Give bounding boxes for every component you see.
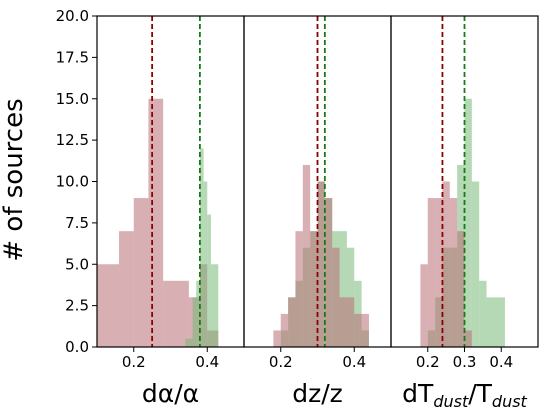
y-tick-label: 15.0: [56, 90, 89, 108]
y-tick-label: 17.5: [56, 48, 89, 66]
y-tick-label: 0.0: [65, 338, 89, 356]
x-axis-label-part: dα/α: [142, 379, 199, 408]
histogram-bar: [192, 297, 197, 347]
histogram-bar: [288, 297, 296, 347]
histogram-panels: 0.2 0.4dα/α0.2 0.4dz/z0.2 0.3 0.4dTdust/Tdus…: [96, 15, 539, 411]
x-tick-label: 0.3: [453, 353, 477, 371]
series-green: [185, 148, 219, 347]
y-axis-label: # of sources: [0, 98, 29, 261]
histogram-bar: [317, 181, 325, 347]
series-red: [273, 164, 369, 347]
y-tick-label: 5.0: [65, 255, 89, 273]
histogram-bar: [457, 231, 465, 347]
histogram-bar: [479, 280, 487, 347]
y-tick-label: 10.0: [56, 173, 89, 191]
histogram-bar: [295, 231, 303, 347]
y-tick-label: 20.0: [56, 7, 89, 25]
x-axis-label-part: dT: [402, 379, 434, 408]
histogram-bar: [210, 264, 219, 347]
histogram-bar: [449, 198, 458, 347]
histogram-bar: [163, 280, 189, 347]
histogram-bar: [97, 264, 120, 347]
histogram-bar: [346, 297, 355, 347]
histogram-bar: [273, 330, 281, 347]
histogram-bar: [361, 313, 369, 347]
histogram-bar: [148, 98, 164, 347]
x-axis-label-part: dust: [433, 392, 469, 411]
x-axis-label-part: dz/z: [292, 379, 343, 408]
x-axis-label-part: /T: [468, 379, 492, 408]
histogram-bar: [471, 181, 480, 347]
histogram-bar: [339, 297, 347, 347]
histogram-bar: [464, 330, 472, 347]
histogram-panel-2: 0.2 0.4 dz/z: [243, 15, 392, 408]
histogram-bar: [420, 264, 428, 347]
x-tick-label: 0.4: [489, 353, 513, 371]
histogram-bar: [199, 148, 204, 347]
x-tick-label: 0.2: [269, 353, 293, 371]
y-tick-label: 2.5: [65, 297, 89, 315]
histogram-bar: [354, 313, 362, 347]
y-tick-label: 7.5: [65, 214, 89, 232]
histogram-bar: [302, 164, 311, 347]
histogram-bar: [196, 280, 200, 347]
histogram-bar: [486, 297, 505, 347]
histogram-bar: [339, 231, 347, 347]
histogram-bar: [280, 313, 289, 347]
histogram-bar: [427, 198, 436, 347]
x-tick-label: 0.4: [342, 353, 366, 371]
y-tick-label: 12.5: [56, 131, 89, 149]
histogram-bar: [185, 338, 193, 347]
series-red: [97, 98, 219, 347]
histogram-bar: [310, 231, 318, 347]
y-tick-labels: 0.0 2.5 5.0 7.5 10.0 12.5 15.0 17.5 20.0: [56, 7, 97, 356]
histogram-bar: [119, 231, 134, 347]
x-axis-label-part: dust: [492, 392, 528, 411]
x-tick-label: 0.2: [416, 353, 440, 371]
histogram-bar: [324, 198, 333, 347]
histogram-bar: [332, 247, 340, 347]
y-axis-title: # of sources: [0, 98, 29, 261]
histogram-bar: [435, 198, 443, 347]
x-tick-label: 0.4: [195, 353, 219, 371]
x-tick-label: 0.2: [122, 353, 146, 371]
histogram-bar: [464, 98, 472, 347]
x-axis-label: dα/α: [142, 379, 199, 408]
histogram-bar: [207, 214, 211, 347]
series-red: [420, 181, 472, 347]
histogram-panel-1: 0.2 0.4 dα/α: [96, 15, 245, 408]
histogram-bar: [133, 198, 149, 347]
histogram-bar: [203, 181, 208, 347]
x-axis-label: dTdust/Tdust: [402, 379, 527, 411]
histogram-bar: [442, 181, 450, 347]
x-axis-label: dz/z: [292, 379, 343, 408]
